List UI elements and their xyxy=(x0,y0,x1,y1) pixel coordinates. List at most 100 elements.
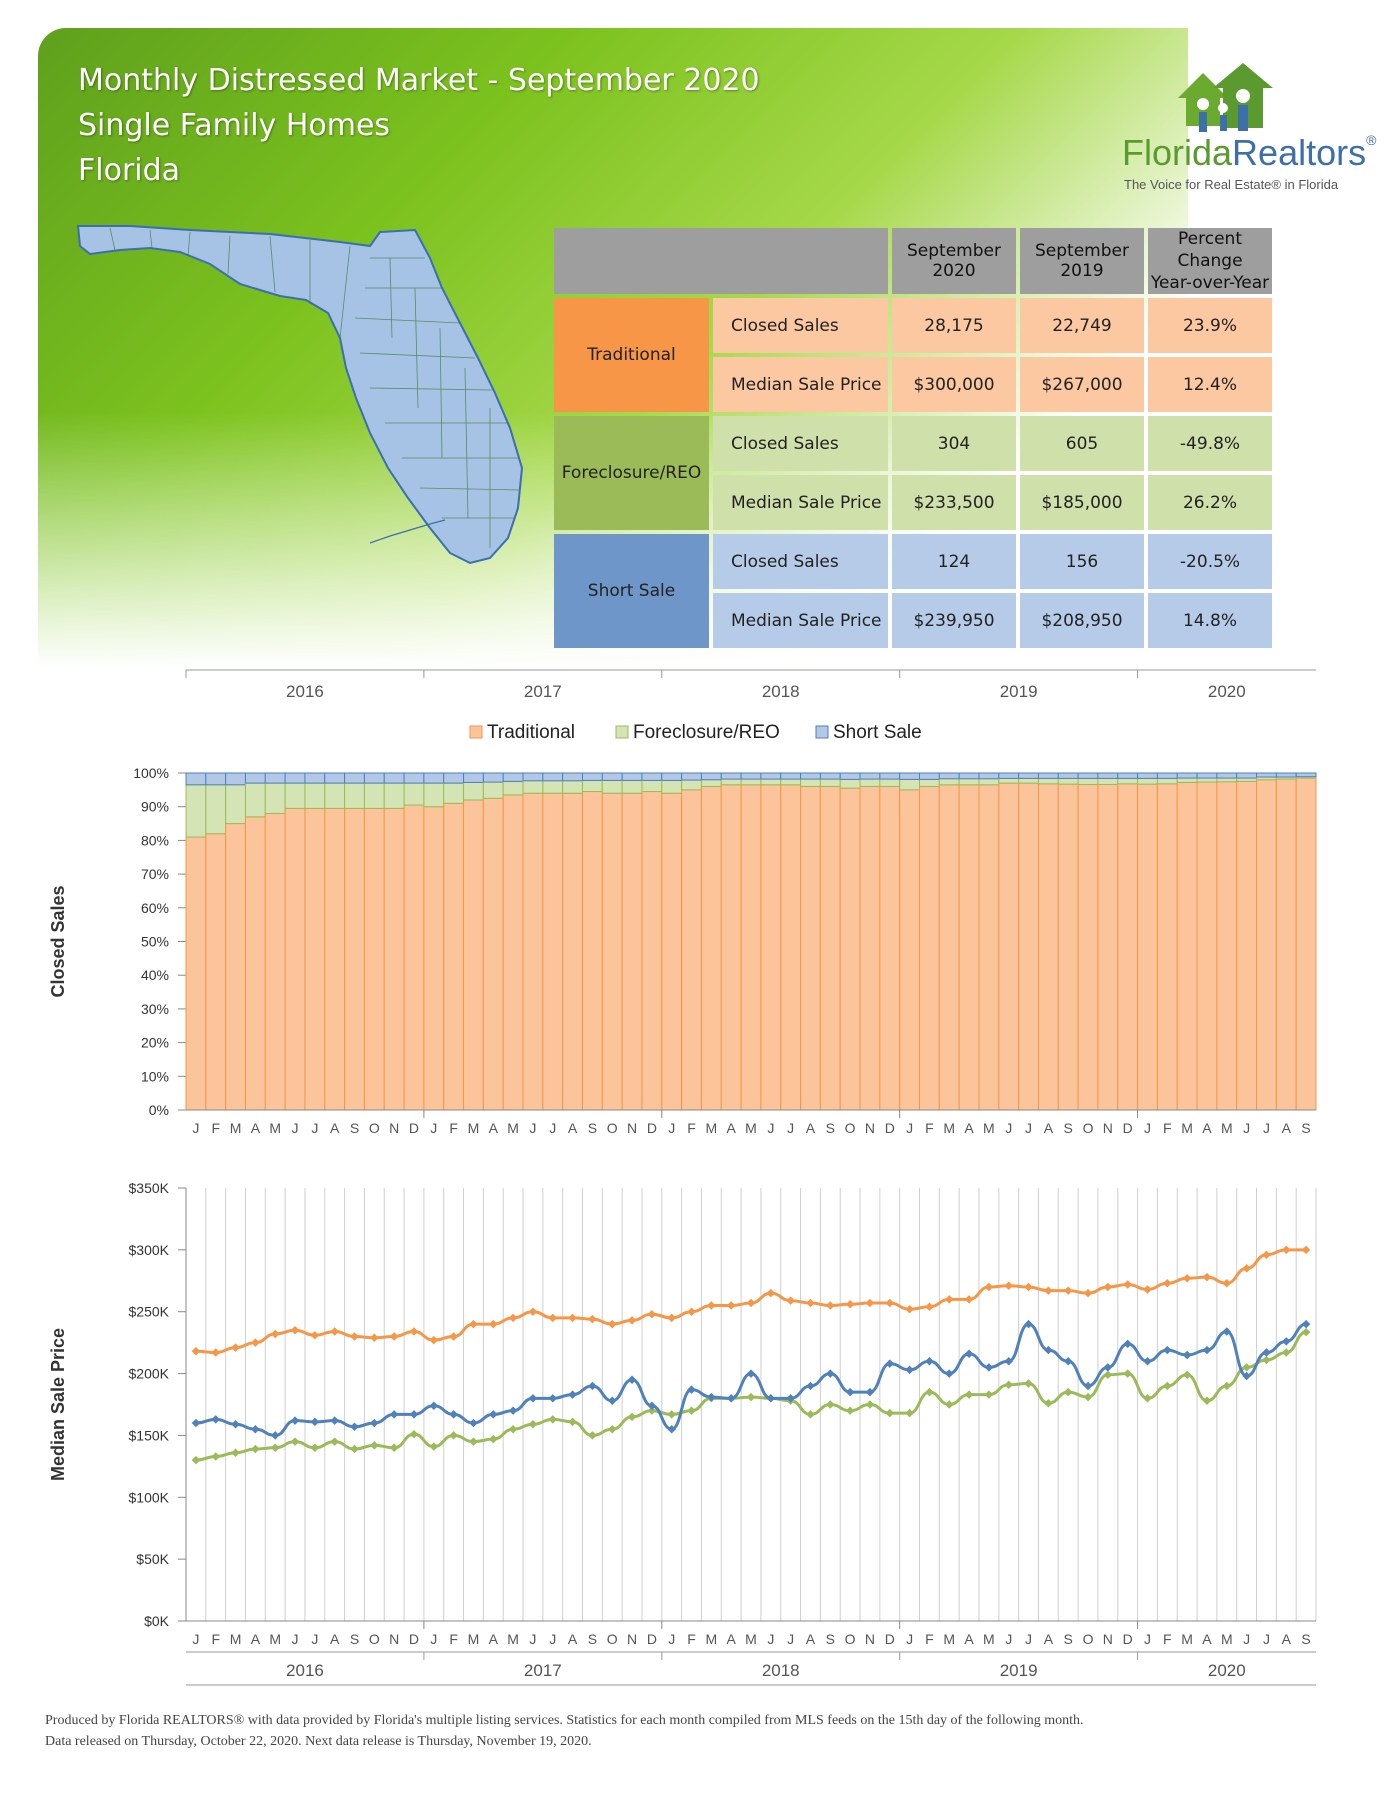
bar-short-sale xyxy=(324,772,346,784)
bar-short-sale xyxy=(1275,772,1297,778)
bar-foreclosure xyxy=(244,782,266,818)
point-foreclosure xyxy=(350,1444,359,1454)
bar-short-sale xyxy=(1137,772,1158,779)
legend-label: Short Sale xyxy=(833,722,922,743)
point-traditional xyxy=(984,1282,994,1292)
bar-short-sale xyxy=(1077,772,1099,779)
point-traditional xyxy=(409,1327,419,1336)
point-traditional xyxy=(1242,1264,1251,1273)
bar-traditional xyxy=(1077,783,1099,1111)
point-traditional xyxy=(1024,1282,1033,1292)
bar-month-label: F xyxy=(687,1120,696,1136)
point-traditional xyxy=(528,1307,538,1316)
line-month-label: M xyxy=(1181,1631,1193,1647)
bar-month-label: O xyxy=(369,1120,380,1136)
cell-change: -49.8% xyxy=(1148,416,1272,471)
bar-short-sale xyxy=(819,772,841,780)
line-month-label: F xyxy=(925,1631,934,1647)
bar-short-sale xyxy=(482,772,504,783)
point-foreclosure xyxy=(191,1455,201,1465)
point-short-sale xyxy=(647,1401,657,1410)
point-foreclosure xyxy=(865,1400,875,1409)
cell-current: $239,950 xyxy=(892,593,1016,648)
legend-swatch xyxy=(469,725,483,739)
bar-month-label: N xyxy=(865,1120,875,1136)
bar-short-sale xyxy=(1037,772,1059,779)
point-traditional xyxy=(1044,1286,1053,1295)
point-short-sale xyxy=(1262,1348,1271,1357)
col-header-current: September 2020 xyxy=(892,228,1016,294)
line-month-label: D xyxy=(647,1631,657,1647)
bar-short-sale xyxy=(284,772,306,784)
point-foreclosure xyxy=(1202,1396,1212,1406)
bar-traditional xyxy=(383,807,405,1111)
bar-y-tick-label: 90% xyxy=(141,799,169,815)
bar-month-label: J xyxy=(292,1120,299,1136)
point-traditional xyxy=(1301,1245,1311,1255)
line-month-label: M xyxy=(269,1631,281,1647)
line-month-label: S xyxy=(1064,1631,1073,1647)
point-short-sale xyxy=(766,1394,776,1403)
cell-change: -20.5% xyxy=(1148,534,1272,589)
bar-traditional xyxy=(403,804,425,1111)
line-month-label: A xyxy=(251,1631,261,1647)
bar-short-sale xyxy=(1057,772,1079,779)
point-short-sale xyxy=(1044,1345,1053,1355)
point-short-sale xyxy=(290,1416,300,1425)
line-month-label: S xyxy=(588,1631,597,1647)
cell-current: 124 xyxy=(892,534,1016,589)
bar-month-label: S xyxy=(826,1120,835,1136)
point-traditional xyxy=(1004,1281,1013,1290)
row-label: Median Sale Price xyxy=(713,357,888,412)
line-month-label: J xyxy=(1025,1631,1032,1647)
bar-short-sale xyxy=(919,772,940,780)
line-month-label: M xyxy=(983,1631,995,1647)
florida-county-map xyxy=(76,225,524,565)
cell-current: $300,000 xyxy=(892,357,1016,412)
bar-foreclosure xyxy=(225,784,246,825)
bar-traditional xyxy=(899,789,921,1111)
bar-foreclosure xyxy=(1018,777,1039,784)
point-short-sale xyxy=(885,1359,895,1368)
bar-month-label: A xyxy=(1044,1120,1054,1136)
cell-prior: $208,950 xyxy=(1020,593,1144,648)
point-foreclosure xyxy=(1301,1327,1311,1337)
point-traditional xyxy=(389,1332,399,1341)
line-month-label: J xyxy=(1263,1631,1270,1647)
line-month-label: A xyxy=(330,1631,340,1647)
bar-traditional xyxy=(720,784,742,1111)
point-traditional xyxy=(806,1298,815,1308)
bar-foreclosure xyxy=(938,778,960,786)
bar-month-label: M xyxy=(507,1120,519,1136)
point-short-sale xyxy=(310,1417,320,1427)
bar-foreclosure xyxy=(621,779,643,794)
point-traditional xyxy=(945,1295,954,1304)
point-foreclosure xyxy=(647,1406,657,1415)
bar-month-label: J xyxy=(192,1120,199,1136)
point-traditional xyxy=(588,1314,597,1324)
point-short-sale xyxy=(1222,1327,1232,1336)
point-traditional xyxy=(1123,1280,1132,1289)
point-foreclosure xyxy=(627,1412,637,1422)
point-traditional xyxy=(1103,1282,1113,1292)
line-month-label: F xyxy=(211,1631,220,1647)
top-year-label: 2016 xyxy=(286,682,324,701)
line-month-label: F xyxy=(449,1631,458,1647)
bar-short-sale xyxy=(621,772,643,781)
bar-foreclosure xyxy=(1216,777,1238,783)
bar-traditional xyxy=(958,784,980,1111)
point-short-sale xyxy=(528,1394,538,1403)
bar-foreclosure xyxy=(1037,777,1059,785)
point-short-sale xyxy=(1123,1339,1132,1349)
point-foreclosure xyxy=(1123,1369,1132,1378)
bar-traditional xyxy=(998,782,1020,1111)
bar-month-label: S xyxy=(1064,1120,1073,1136)
line-month-label: J xyxy=(787,1631,794,1647)
bar-traditional xyxy=(1117,783,1139,1111)
bar-foreclosure xyxy=(1176,777,1198,783)
line-month-label: O xyxy=(607,1631,618,1647)
bar-short-sale xyxy=(502,772,524,782)
bar-short-sale xyxy=(938,772,960,780)
point-foreclosure xyxy=(1163,1381,1172,1391)
point-foreclosure xyxy=(548,1415,557,1424)
